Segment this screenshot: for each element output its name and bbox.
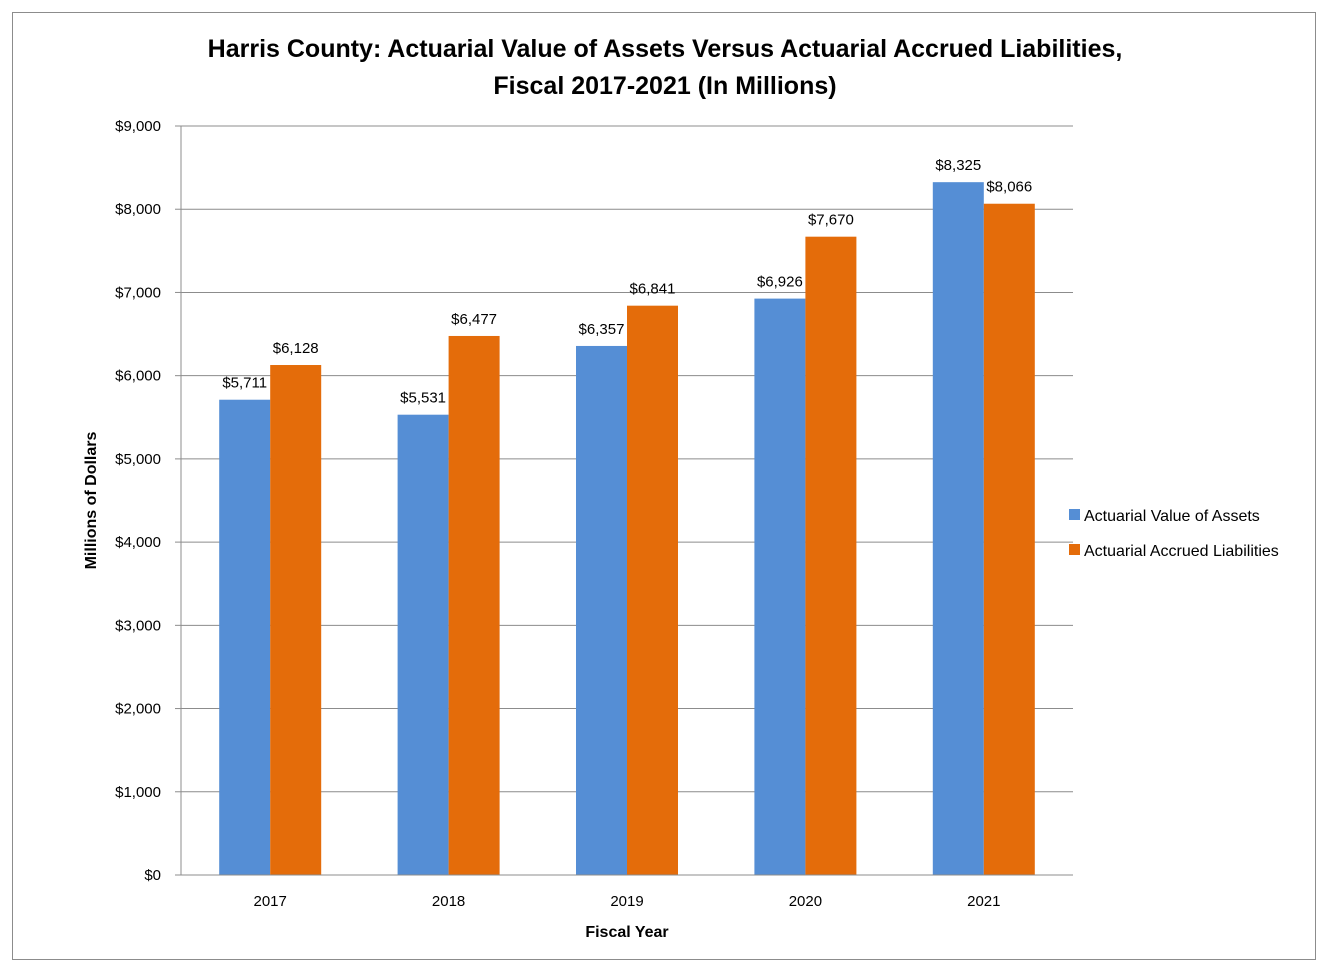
y-tick-label-7000: $7,000 xyxy=(115,284,161,301)
bar-actuarial-value-of-assets-2018 xyxy=(397,414,449,875)
x-tick-label-2017: 2017 xyxy=(254,893,287,910)
bar-actuarial-value-of-assets-2019 xyxy=(576,345,627,876)
legend-label-actuarial-accrued-liabilities: Actuarial Accrued Liabilities xyxy=(1084,543,1279,560)
axes xyxy=(180,126,1073,876)
bar-actuarial-accrued-liabilities-2017 xyxy=(270,365,322,875)
y-tick-label-8000: $8,000 xyxy=(115,201,161,218)
data-label-actuarial-accrued-liabilities-2020: $7,670 xyxy=(808,212,854,229)
bar-actuarial-value-of-assets-2020 xyxy=(754,298,806,875)
x-tick-label-2021: 2021 xyxy=(967,893,1000,910)
bar-actuarial-accrued-liabilities-2020 xyxy=(805,236,857,876)
y-tick-label-3000: $3,000 xyxy=(115,617,161,634)
x-tick-label-2018: 2018 xyxy=(432,893,465,910)
legend-swatch-actuarial-accrued-liabilities xyxy=(1069,544,1080,555)
data-label-actuarial-accrued-liabilities-2017: $6,128 xyxy=(273,340,319,357)
data-label-actuarial-value-of-assets-2019: $6,357 xyxy=(579,321,625,338)
y-tick-label-5000: $5,000 xyxy=(115,451,161,468)
y-tick-label-1000: $1,000 xyxy=(115,784,161,801)
y-tick-label-2000: $2,000 xyxy=(115,701,161,718)
y-axis-tick-labels: $0 $1,000 $2,000 $3,000 $4,000 $5,000 $6,000 $7… xyxy=(115,118,161,884)
x-axis-tick-labels: 2017 2018 2019 2020 2021 xyxy=(254,893,1001,910)
data-label-actuarial-value-of-assets-2017: $5,711 xyxy=(222,375,267,392)
bar-actuarial-value-of-assets-2021 xyxy=(932,182,984,876)
bars xyxy=(219,182,1035,876)
bar-actuarial-accrued-liabilities-2019 xyxy=(627,305,678,876)
y-tick-label-4000: $4,000 xyxy=(115,534,161,551)
y-tick-label-9000: $9,000 xyxy=(115,118,161,135)
x-tick-label-2020: 2020 xyxy=(789,893,822,910)
legend-label-actuarial-value-of-assets: Actuarial Value of Assets xyxy=(1084,508,1260,525)
chart-title: Harris County: Actuarial Value of Assets… xyxy=(208,35,1123,100)
chart-title-line-2: Fiscal 2017-2021 (In Millions) xyxy=(493,72,836,100)
data-label-actuarial-value-of-assets-2020: $6,926 xyxy=(757,274,803,291)
bar-actuarial-accrued-liabilities-2018 xyxy=(448,335,500,875)
x-tick-label-2019: 2019 xyxy=(610,893,643,910)
y-axis-title: Millions of Dollars xyxy=(83,432,100,570)
legend: Actuarial Value of Assets Actuarial Accru… xyxy=(1069,508,1279,560)
chart-title-line-1: Harris County: Actuarial Value of Assets… xyxy=(208,35,1123,63)
data-label-actuarial-accrued-liabilities-2019: $6,841 xyxy=(630,281,676,298)
data-label-actuarial-value-of-assets-2018: $5,531 xyxy=(400,390,446,407)
data-labels: $5,711 $6,128 $5,531 $6,477 $6,357 $6,841 $6,9… xyxy=(222,157,1032,407)
data-label-actuarial-accrued-liabilities-2021: $8,066 xyxy=(986,179,1032,196)
y-tick-label-6000: $6,000 xyxy=(115,368,161,385)
y-tick-label-0: $0 xyxy=(144,867,161,884)
x-axis-title: Fiscal Year xyxy=(585,924,668,941)
bar-actuarial-accrued-liabilities-2021 xyxy=(983,203,1035,875)
data-label-actuarial-value-of-assets-2021: $8,325 xyxy=(935,157,981,174)
data-label-actuarial-accrued-liabilities-2018: $6,477 xyxy=(451,311,497,328)
bar-actuarial-value-of-assets-2017 xyxy=(219,399,271,875)
legend-swatch-actuarial-value-of-assets xyxy=(1069,509,1080,520)
